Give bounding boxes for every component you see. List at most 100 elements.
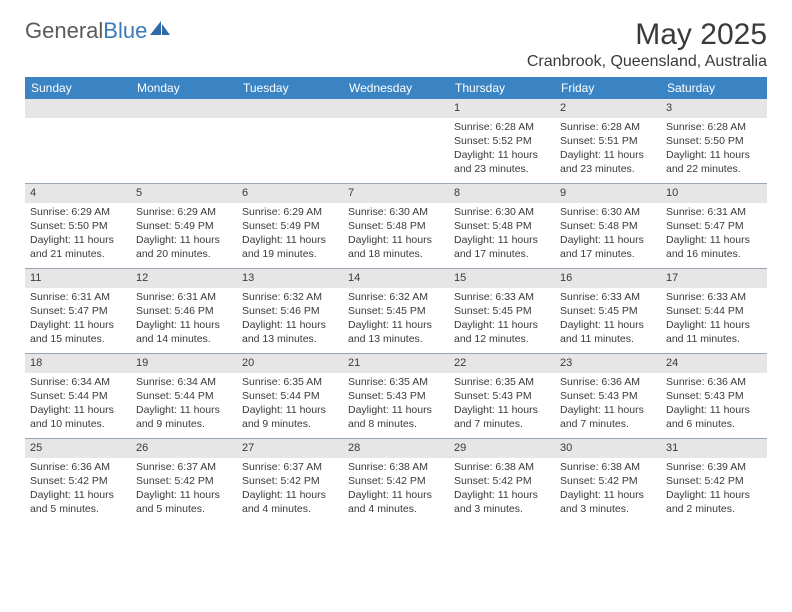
day-number bbox=[25, 99, 131, 118]
daylight-line: Daylight: 11 hours and 8 minutes. bbox=[348, 403, 444, 431]
daylight-line: Daylight: 11 hours and 18 minutes. bbox=[348, 233, 444, 261]
day-body: Sunrise: 6:31 AMSunset: 5:47 PMDaylight:… bbox=[25, 288, 131, 351]
sunset-line: Sunset: 5:46 PM bbox=[242, 304, 338, 318]
daylight-line: Daylight: 11 hours and 21 minutes. bbox=[30, 233, 126, 261]
daylight-line: Daylight: 11 hours and 5 minutes. bbox=[136, 488, 232, 516]
sunrise-line: Sunrise: 6:39 AM bbox=[666, 460, 762, 474]
sunrise-line: Sunrise: 6:30 AM bbox=[454, 205, 550, 219]
day-body: Sunrise: 6:29 AMSunset: 5:50 PMDaylight:… bbox=[25, 203, 131, 266]
daylight-line: Daylight: 11 hours and 23 minutes. bbox=[454, 148, 550, 176]
day-cell: 8Sunrise: 6:30 AMSunset: 5:48 PMDaylight… bbox=[449, 184, 555, 268]
day-cell: 4Sunrise: 6:29 AMSunset: 5:50 PMDaylight… bbox=[25, 184, 131, 268]
day-body: Sunrise: 6:32 AMSunset: 5:46 PMDaylight:… bbox=[237, 288, 343, 351]
daylight-line: Daylight: 11 hours and 11 minutes. bbox=[666, 318, 762, 346]
day-cell: 29Sunrise: 6:38 AMSunset: 5:42 PMDayligh… bbox=[449, 439, 555, 523]
weekday-label: Monday bbox=[131, 77, 237, 99]
day-body: Sunrise: 6:30 AMSunset: 5:48 PMDaylight:… bbox=[343, 203, 449, 266]
sunset-line: Sunset: 5:43 PM bbox=[348, 389, 444, 403]
day-body: Sunrise: 6:34 AMSunset: 5:44 PMDaylight:… bbox=[25, 373, 131, 436]
day-body: Sunrise: 6:35 AMSunset: 5:43 PMDaylight:… bbox=[343, 373, 449, 436]
day-cell: 21Sunrise: 6:35 AMSunset: 5:43 PMDayligh… bbox=[343, 354, 449, 438]
day-cell: 10Sunrise: 6:31 AMSunset: 5:47 PMDayligh… bbox=[661, 184, 767, 268]
day-body: Sunrise: 6:38 AMSunset: 5:42 PMDaylight:… bbox=[555, 458, 661, 521]
day-cell: 26Sunrise: 6:37 AMSunset: 5:42 PMDayligh… bbox=[131, 439, 237, 523]
day-number: 26 bbox=[131, 439, 237, 458]
sunrise-line: Sunrise: 6:36 AM bbox=[666, 375, 762, 389]
day-cell: 17Sunrise: 6:33 AMSunset: 5:44 PMDayligh… bbox=[661, 269, 767, 353]
daylight-line: Daylight: 11 hours and 3 minutes. bbox=[560, 488, 656, 516]
sunset-line: Sunset: 5:45 PM bbox=[560, 304, 656, 318]
day-body: Sunrise: 6:28 AMSunset: 5:52 PMDaylight:… bbox=[449, 118, 555, 181]
daylight-line: Daylight: 11 hours and 4 minutes. bbox=[348, 488, 444, 516]
day-number: 31 bbox=[661, 439, 767, 458]
week-row: 4Sunrise: 6:29 AMSunset: 5:50 PMDaylight… bbox=[25, 183, 767, 268]
sunrise-line: Sunrise: 6:31 AM bbox=[30, 290, 126, 304]
sunrise-line: Sunrise: 6:28 AM bbox=[454, 120, 550, 134]
daylight-line: Daylight: 11 hours and 9 minutes. bbox=[242, 403, 338, 431]
day-cell: 31Sunrise: 6:39 AMSunset: 5:42 PMDayligh… bbox=[661, 439, 767, 523]
weekday-label: Sunday bbox=[25, 77, 131, 99]
daylight-line: Daylight: 11 hours and 5 minutes. bbox=[30, 488, 126, 516]
day-body: Sunrise: 6:29 AMSunset: 5:49 PMDaylight:… bbox=[131, 203, 237, 266]
sunset-line: Sunset: 5:42 PM bbox=[30, 474, 126, 488]
daylight-line: Daylight: 11 hours and 11 minutes. bbox=[560, 318, 656, 346]
day-cell: 24Sunrise: 6:36 AMSunset: 5:43 PMDayligh… bbox=[661, 354, 767, 438]
day-cell: 22Sunrise: 6:35 AMSunset: 5:43 PMDayligh… bbox=[449, 354, 555, 438]
day-cell bbox=[131, 99, 237, 183]
day-body: Sunrise: 6:28 AMSunset: 5:50 PMDaylight:… bbox=[661, 118, 767, 181]
day-cell: 2Sunrise: 6:28 AMSunset: 5:51 PMDaylight… bbox=[555, 99, 661, 183]
day-number: 11 bbox=[25, 269, 131, 288]
day-cell: 14Sunrise: 6:32 AMSunset: 5:45 PMDayligh… bbox=[343, 269, 449, 353]
weekday-label: Friday bbox=[555, 77, 661, 99]
sunset-line: Sunset: 5:45 PM bbox=[454, 304, 550, 318]
sunrise-line: Sunrise: 6:30 AM bbox=[348, 205, 444, 219]
logo-sail-icon bbox=[149, 20, 171, 38]
day-cell: 11Sunrise: 6:31 AMSunset: 5:47 PMDayligh… bbox=[25, 269, 131, 353]
day-body: Sunrise: 6:32 AMSunset: 5:45 PMDaylight:… bbox=[343, 288, 449, 351]
weekday-label: Thursday bbox=[449, 77, 555, 99]
sunrise-line: Sunrise: 6:35 AM bbox=[348, 375, 444, 389]
day-number: 3 bbox=[661, 99, 767, 118]
sunset-line: Sunset: 5:50 PM bbox=[30, 219, 126, 233]
day-number: 1 bbox=[449, 99, 555, 118]
daylight-line: Daylight: 11 hours and 13 minutes. bbox=[242, 318, 338, 346]
sunset-line: Sunset: 5:42 PM bbox=[454, 474, 550, 488]
sunrise-line: Sunrise: 6:34 AM bbox=[30, 375, 126, 389]
day-body: Sunrise: 6:34 AMSunset: 5:44 PMDaylight:… bbox=[131, 373, 237, 436]
month-title: May 2025 bbox=[527, 18, 767, 52]
day-number: 27 bbox=[237, 439, 343, 458]
brand-logo: GeneralBlue bbox=[25, 18, 171, 44]
day-number bbox=[343, 99, 449, 118]
weekday-label: Tuesday bbox=[237, 77, 343, 99]
day-number: 14 bbox=[343, 269, 449, 288]
day-number: 22 bbox=[449, 354, 555, 373]
day-cell: 27Sunrise: 6:37 AMSunset: 5:42 PMDayligh… bbox=[237, 439, 343, 523]
daylight-line: Daylight: 11 hours and 14 minutes. bbox=[136, 318, 232, 346]
day-cell: 25Sunrise: 6:36 AMSunset: 5:42 PMDayligh… bbox=[25, 439, 131, 523]
sunset-line: Sunset: 5:47 PM bbox=[666, 219, 762, 233]
sunset-line: Sunset: 5:44 PM bbox=[242, 389, 338, 403]
sunset-line: Sunset: 5:42 PM bbox=[242, 474, 338, 488]
calendar-page: GeneralBlue May 2025 Cranbrook, Queensla… bbox=[0, 0, 792, 523]
weekday-label: Wednesday bbox=[343, 77, 449, 99]
daylight-line: Daylight: 11 hours and 10 minutes. bbox=[30, 403, 126, 431]
day-number: 28 bbox=[343, 439, 449, 458]
week-row: 1Sunrise: 6:28 AMSunset: 5:52 PMDaylight… bbox=[25, 99, 767, 183]
day-number: 4 bbox=[25, 184, 131, 203]
weeks-container: 1Sunrise: 6:28 AMSunset: 5:52 PMDaylight… bbox=[25, 99, 767, 523]
day-cell: 20Sunrise: 6:35 AMSunset: 5:44 PMDayligh… bbox=[237, 354, 343, 438]
day-body: Sunrise: 6:31 AMSunset: 5:46 PMDaylight:… bbox=[131, 288, 237, 351]
day-number: 19 bbox=[131, 354, 237, 373]
day-cell: 28Sunrise: 6:38 AMSunset: 5:42 PMDayligh… bbox=[343, 439, 449, 523]
day-cell: 30Sunrise: 6:38 AMSunset: 5:42 PMDayligh… bbox=[555, 439, 661, 523]
sunset-line: Sunset: 5:48 PM bbox=[454, 219, 550, 233]
day-cell: 13Sunrise: 6:32 AMSunset: 5:46 PMDayligh… bbox=[237, 269, 343, 353]
daylight-line: Daylight: 11 hours and 20 minutes. bbox=[136, 233, 232, 261]
day-body bbox=[131, 118, 237, 124]
day-cell: 5Sunrise: 6:29 AMSunset: 5:49 PMDaylight… bbox=[131, 184, 237, 268]
day-number: 23 bbox=[555, 354, 661, 373]
day-body: Sunrise: 6:33 AMSunset: 5:44 PMDaylight:… bbox=[661, 288, 767, 351]
day-number: 6 bbox=[237, 184, 343, 203]
daylight-line: Daylight: 11 hours and 17 minutes. bbox=[560, 233, 656, 261]
sunrise-line: Sunrise: 6:29 AM bbox=[242, 205, 338, 219]
